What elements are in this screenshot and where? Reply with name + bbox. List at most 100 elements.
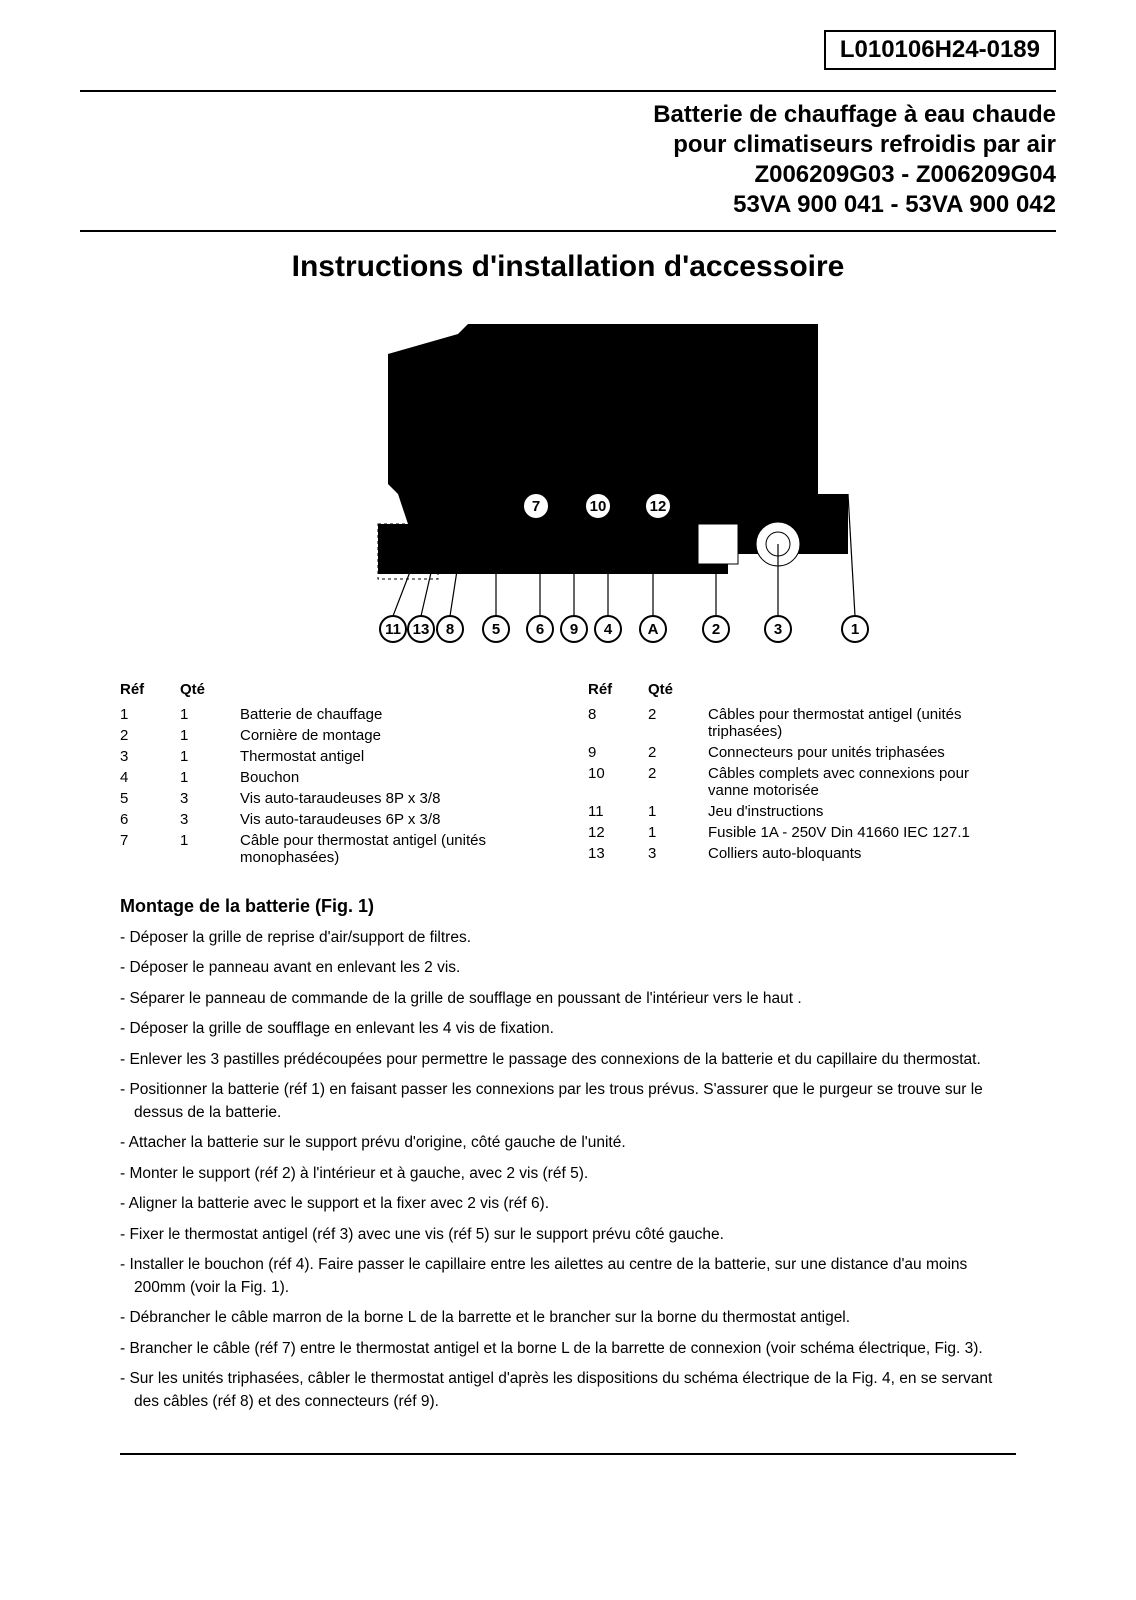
parts-table-right: Réf Qté 82Câbles pour thermostat antigel… <box>588 679 1016 864</box>
svg-text:4: 4 <box>604 621 613 638</box>
svg-text:5: 5 <box>492 621 500 638</box>
instruction-step: - Déposer la grille de reprise d'air/sup… <box>120 927 1016 949</box>
parts-qty: 1 <box>180 746 240 767</box>
parts-desc: Fusible 1A - 250V Din 41660 IEC 127.1 <box>708 822 1016 843</box>
parts-qty: 1 <box>648 822 708 843</box>
instruction-step: - Enlever les 3 pastilles prédécoupées p… <box>120 1049 1016 1071</box>
svg-text:13: 13 <box>413 621 430 638</box>
parts-desc: Câbles complets avec connexions pour van… <box>708 763 1016 801</box>
parts-list: Réf Qté 11Batterie de chauffage21Cornièr… <box>120 679 1016 868</box>
instruction-step: - Sur les unités triphasées, câbler le t… <box>120 1368 1016 1413</box>
instruction-step: - Aligner la batterie avec le support et… <box>120 1193 1016 1215</box>
header-line-4: 53VA 900 041 - 53VA 900 042 <box>80 190 1056 220</box>
header-line-1: Batterie de chauffage à eau chaude <box>80 100 1056 130</box>
parts-row: 102Câbles complets avec connexions pour … <box>588 763 1016 801</box>
header-line-3: Z006209G03 - Z006209G04 <box>80 160 1056 190</box>
parts-desc: Câble pour thermostat antigel (unités mo… <box>240 830 548 868</box>
parts-qty: 1 <box>180 725 240 746</box>
parts-column-right: Réf Qté 82Câbles pour thermostat antigel… <box>588 679 1016 868</box>
parts-ref: 13 <box>588 843 648 864</box>
parts-row: 21Cornière de montage <box>120 725 548 746</box>
col-header-ref: Réf <box>120 679 180 704</box>
instruction-step: - Déposer le panneau avant en enlevant l… <box>120 957 1016 979</box>
figure-svg: 111385694A23171012 <box>258 294 878 654</box>
parts-row: 63Vis auto-taraudeuses 6P x 3/8 <box>120 809 548 830</box>
col-header-qty: Qté <box>180 679 240 704</box>
instruction-step: - Séparer le panneau de commande de la g… <box>120 988 1016 1010</box>
svg-text:6: 6 <box>536 621 544 638</box>
parts-qty: 1 <box>180 830 240 868</box>
svg-text:1: 1 <box>851 621 859 638</box>
parts-desc: Thermostat antigel <box>240 746 548 767</box>
instruction-step: - Positionner la batterie (réf 1) en fai… <box>120 1079 1016 1124</box>
parts-qty: 3 <box>648 843 708 864</box>
col-header-desc <box>708 679 1016 704</box>
parts-qty: 1 <box>648 801 708 822</box>
parts-desc: Bouchon <box>240 767 548 788</box>
parts-desc: Câbles pour thermostat antigel (unités t… <box>708 704 1016 742</box>
svg-text:11: 11 <box>385 621 401 638</box>
svg-text:9: 9 <box>570 621 578 638</box>
parts-desc: Jeu d'instructions <box>708 801 1016 822</box>
instruction-step: - Installer le bouchon (réf 4). Faire pa… <box>120 1254 1016 1299</box>
document-id: L010106H24-0189 <box>840 36 1040 63</box>
parts-column-left: Réf Qté 11Batterie de chauffage21Cornièr… <box>120 679 548 868</box>
parts-ref: 5 <box>120 788 180 809</box>
instruction-step: - Fixer le thermostat antigel (réf 3) av… <box>120 1224 1016 1246</box>
exploded-figure: 111385694A23171012 <box>80 294 1056 659</box>
parts-ref: 3 <box>120 746 180 767</box>
svg-text:7: 7 <box>532 498 540 515</box>
instruction-list: - Déposer la grille de reprise d'air/sup… <box>120 927 1016 1413</box>
parts-ref: 10 <box>588 763 648 801</box>
document-id-box: L010106H24-0189 <box>824 30 1056 70</box>
instruction-step: - Monter le support (réf 2) à l'intérieu… <box>120 1163 1016 1185</box>
parts-ref: 11 <box>588 801 648 822</box>
header-line-2: pour climatiseurs refroidis par air <box>80 130 1056 160</box>
parts-ref: 6 <box>120 809 180 830</box>
parts-ref: 7 <box>120 830 180 868</box>
header-rule <box>80 230 1056 232</box>
svg-text:10: 10 <box>590 498 607 515</box>
title-header: Batterie de chauffage à eau chaude pour … <box>80 90 1056 220</box>
bottom-rule <box>120 1453 1016 1455</box>
parts-ref: 8 <box>588 704 648 742</box>
parts-qty: 2 <box>648 763 708 801</box>
parts-row: 92Connecteurs pour unités triphasées <box>588 742 1016 763</box>
parts-qty: 2 <box>648 742 708 763</box>
parts-desc: Batterie de chauffage <box>240 704 548 725</box>
svg-text:A: A <box>648 621 659 638</box>
instruction-step: - Débrancher le câble marron de la borne… <box>120 1307 1016 1329</box>
page: L010106H24-0189 Batterie de chauffage à … <box>0 0 1136 1600</box>
parts-row: 71Câble pour thermostat antigel (unités … <box>120 830 548 868</box>
instruction-step: - Brancher le câble (réf 7) entre le the… <box>120 1338 1016 1360</box>
parts-desc: Vis auto-taraudeuses 6P x 3/8 <box>240 809 548 830</box>
parts-desc: Vis auto-taraudeuses 8P x 3/8 <box>240 788 548 809</box>
parts-ref: 2 <box>120 725 180 746</box>
parts-desc: Colliers auto-bloquants <box>708 843 1016 864</box>
col-header-qty: Qté <box>648 679 708 704</box>
svg-text:3: 3 <box>774 621 782 638</box>
parts-ref: 12 <box>588 822 648 843</box>
instruction-step: - Attacher la batterie sur le support pr… <box>120 1132 1016 1154</box>
parts-row: 53Vis auto-taraudeuses 8P x 3/8 <box>120 788 548 809</box>
parts-row: 82Câbles pour thermostat antigel (unités… <box>588 704 1016 742</box>
svg-text:2: 2 <box>712 621 720 638</box>
parts-qty: 1 <box>180 767 240 788</box>
parts-desc: Connecteurs pour unités triphasées <box>708 742 1016 763</box>
parts-qty: 2 <box>648 704 708 742</box>
parts-ref: 9 <box>588 742 648 763</box>
col-header-desc <box>240 679 548 704</box>
parts-qty: 1 <box>180 704 240 725</box>
parts-row: 133Colliers auto-bloquants <box>588 843 1016 864</box>
section-heading: Montage de la batterie (Fig. 1) <box>120 896 1016 917</box>
parts-table-left: Réf Qté 11Batterie de chauffage21Cornièr… <box>120 679 548 868</box>
parts-row: 121Fusible 1A - 250V Din 41660 IEC 127.1 <box>588 822 1016 843</box>
parts-desc: Cornière de montage <box>240 725 548 746</box>
parts-row: 111Jeu d'instructions <box>588 801 1016 822</box>
parts-ref: 1 <box>120 704 180 725</box>
parts-qty: 3 <box>180 809 240 830</box>
parts-row: 11Batterie de chauffage <box>120 704 548 725</box>
parts-row: 31Thermostat antigel <box>120 746 548 767</box>
main-title: Instructions d'installation d'accessoire <box>80 250 1056 284</box>
parts-row: 41Bouchon <box>120 767 548 788</box>
